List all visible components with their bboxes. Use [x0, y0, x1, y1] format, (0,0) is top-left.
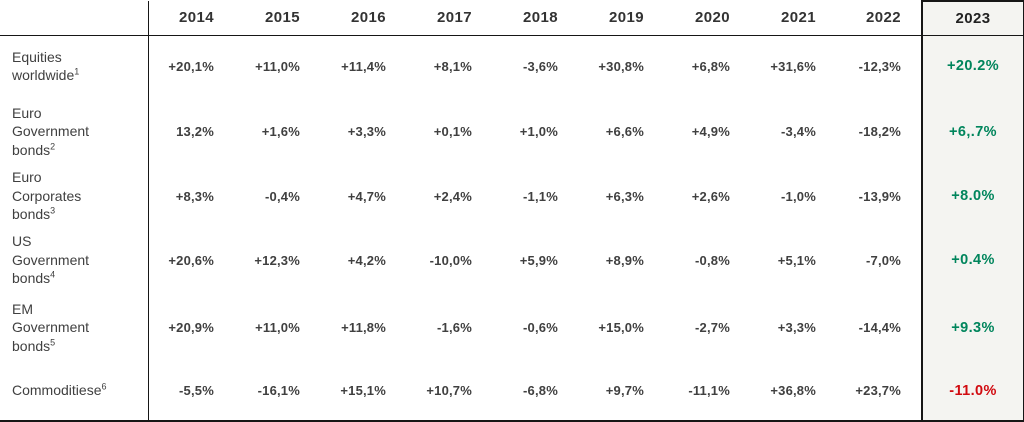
return-cell-2017: +2,4%	[433, 188, 472, 204]
return-cell-2017: -10,0%	[429, 252, 472, 268]
return-cell-2021: +36,8%	[750, 361, 836, 422]
return-cell-2017: +10,7%	[406, 361, 492, 422]
return-cell-2018: +1,0%	[519, 124, 558, 139]
return-cell-2020: -0,8%	[695, 252, 730, 268]
table-row: EM Government bonds5 +20,9% +11,0% +11,8% -1…	[0, 294, 1024, 361]
year-header-2019: 2019	[578, 1, 664, 36]
return-cell-2014: +8,3%	[175, 188, 214, 204]
return-cell-2023: +9.3%	[921, 294, 1024, 361]
return-cell-2014: 13,2%	[176, 124, 214, 139]
return-cell-2016: +4,2%	[347, 252, 386, 268]
return-cell-2018: +5,9%	[519, 252, 558, 268]
asset-class-name: US Government bonds	[12, 233, 90, 287]
year-header-2022: 2022	[836, 1, 922, 36]
year-header-2014: 2014	[148, 1, 234, 36]
return-cell-2023: -11.0%	[921, 361, 1024, 422]
return-cell-2017: -1,6%	[437, 320, 472, 335]
return-cell-2021: -3,4%	[781, 124, 816, 139]
year-header-2016: 2016	[320, 1, 406, 36]
asset-class-name: Equities worldwide	[12, 48, 75, 84]
return-cell-2014: +20,9%	[168, 320, 214, 335]
return-cell-2023: +0.4%	[921, 226, 1024, 294]
year-header-2020: 2020	[664, 1, 750, 36]
table-body: Equities worldwide1 +20,1% +11,0% +11,4% +8,…	[0, 35, 1024, 422]
asset-class-name: Euro Government bonds	[12, 104, 90, 158]
return-cell-2014: +20,1%	[168, 58, 214, 74]
row-label: Equities worldwide1	[0, 35, 149, 97]
return-cell-2015: -0,4%	[265, 188, 300, 204]
year-header-2021: 2021	[750, 1, 836, 36]
return-cell-2023: +6,.7%	[921, 97, 1024, 166]
footnote-marker: 3	[50, 205, 56, 216]
return-cell-2021: +3,3%	[777, 320, 816, 335]
return-cell-2019: +15,0%	[598, 320, 644, 335]
year-header-2017: 2017	[406, 1, 492, 36]
return-cell-2020: -2,7%	[695, 320, 730, 335]
return-cell-2022: -13,9%	[858, 188, 901, 204]
row-label: Commoditiese6	[0, 361, 149, 422]
return-cell-2020: -11,1%	[664, 361, 750, 422]
return-cell-2019: +9,7%	[578, 361, 664, 422]
year-header-2023: 2023	[921, 0, 1024, 36]
return-cell-2016: +3,3%	[347, 124, 386, 139]
row-label: Euro Corporates bonds3	[0, 166, 149, 226]
return-cell-2015: +1,6%	[261, 124, 300, 139]
footnote-marker: 6	[101, 381, 107, 392]
table-row: Equities worldwide1 +20,1% +11,0% +11,4% +8,…	[0, 35, 1024, 97]
return-cell-2021: -1,0%	[781, 188, 816, 204]
year-header-row: 2014 2015 2016 2017 2018 2019 2020 2021 2022 2023	[0, 0, 1024, 36]
return-cell-2018: -3,6%	[523, 58, 558, 74]
row-label: Euro Government bonds2	[0, 97, 149, 166]
footnote-marker: 4	[50, 269, 56, 280]
table-row: Euro Government bonds2 13,2% +1,6% +3,3% +0,…	[0, 97, 1024, 166]
return-cell-2022: -14,4%	[858, 320, 901, 335]
return-cell-2015: -16,1%	[234, 361, 320, 422]
table-row: Euro Corporates bonds3 +8,3% -0,4% +4,7% +2,…	[0, 166, 1024, 226]
corner-cell	[0, 1, 149, 36]
return-cell-2015: +11,0%	[255, 320, 300, 335]
return-cell-2021: +5,1%	[777, 252, 816, 268]
return-cell-2020: +2,6%	[691, 188, 730, 204]
return-cell-2016: +15,1%	[320, 361, 406, 422]
row-label: EM Government bonds5	[0, 294, 149, 361]
return-cell-2020: +6,8%	[691, 58, 730, 74]
footnote-marker: 1	[74, 66, 80, 77]
return-cell-2016: +11,4%	[341, 58, 386, 74]
table-row: US Government bonds4 +20,6% +12,3% +4,2% -10…	[0, 226, 1024, 294]
asset-class-name: Commoditiese	[12, 382, 102, 399]
asset-class-name: EM Government bonds	[12, 300, 90, 354]
return-cell-2015: +12,3%	[254, 252, 300, 268]
return-cell-2022: -12,3%	[858, 58, 901, 74]
return-cell-2018: -1,1%	[523, 188, 558, 204]
return-cell-2019: +6,6%	[605, 124, 644, 139]
row-label: US Government bonds4	[0, 226, 149, 294]
return-cell-2017: +8,1%	[433, 58, 472, 74]
return-cell-2018: -0,6%	[523, 320, 558, 335]
year-header-2018: 2018	[492, 1, 578, 36]
return-cell-2022: +23,7%	[836, 361, 922, 422]
return-cell-2021: +31,6%	[770, 58, 816, 74]
return-cell-2023: +8.0%	[921, 166, 1024, 226]
return-cell-2015: +11,0%	[255, 58, 300, 74]
return-cell-2018: -6,8%	[492, 361, 578, 422]
footnote-marker: 5	[50, 337, 56, 348]
return-cell-2022: -18,2%	[858, 124, 901, 139]
return-cell-2019: +6,3%	[605, 188, 644, 204]
return-cell-2014: +20,6%	[168, 252, 214, 268]
asset-class-name: Euro Corporates bonds	[12, 169, 82, 223]
return-cell-2020: +4,9%	[691, 124, 730, 139]
footnote-marker: 2	[50, 141, 56, 152]
return-cell-2014: -5,5%	[148, 361, 234, 422]
return-cell-2019: +8,9%	[605, 252, 644, 268]
return-cell-2017: +0,1%	[433, 124, 472, 139]
table-row: Commoditiese6 -5,5% -16,1% +15,1% +10,7% -6,8…	[0, 361, 1024, 422]
return-cell-2019: +30,8%	[598, 58, 644, 74]
return-cell-2016: +4,7%	[347, 188, 386, 204]
return-cell-2022: -7,0%	[866, 252, 901, 268]
return-cell-2016: +11,8%	[341, 320, 386, 335]
return-cell-2023: +20.2%	[921, 35, 1024, 97]
year-header-2015: 2015	[234, 1, 320, 36]
